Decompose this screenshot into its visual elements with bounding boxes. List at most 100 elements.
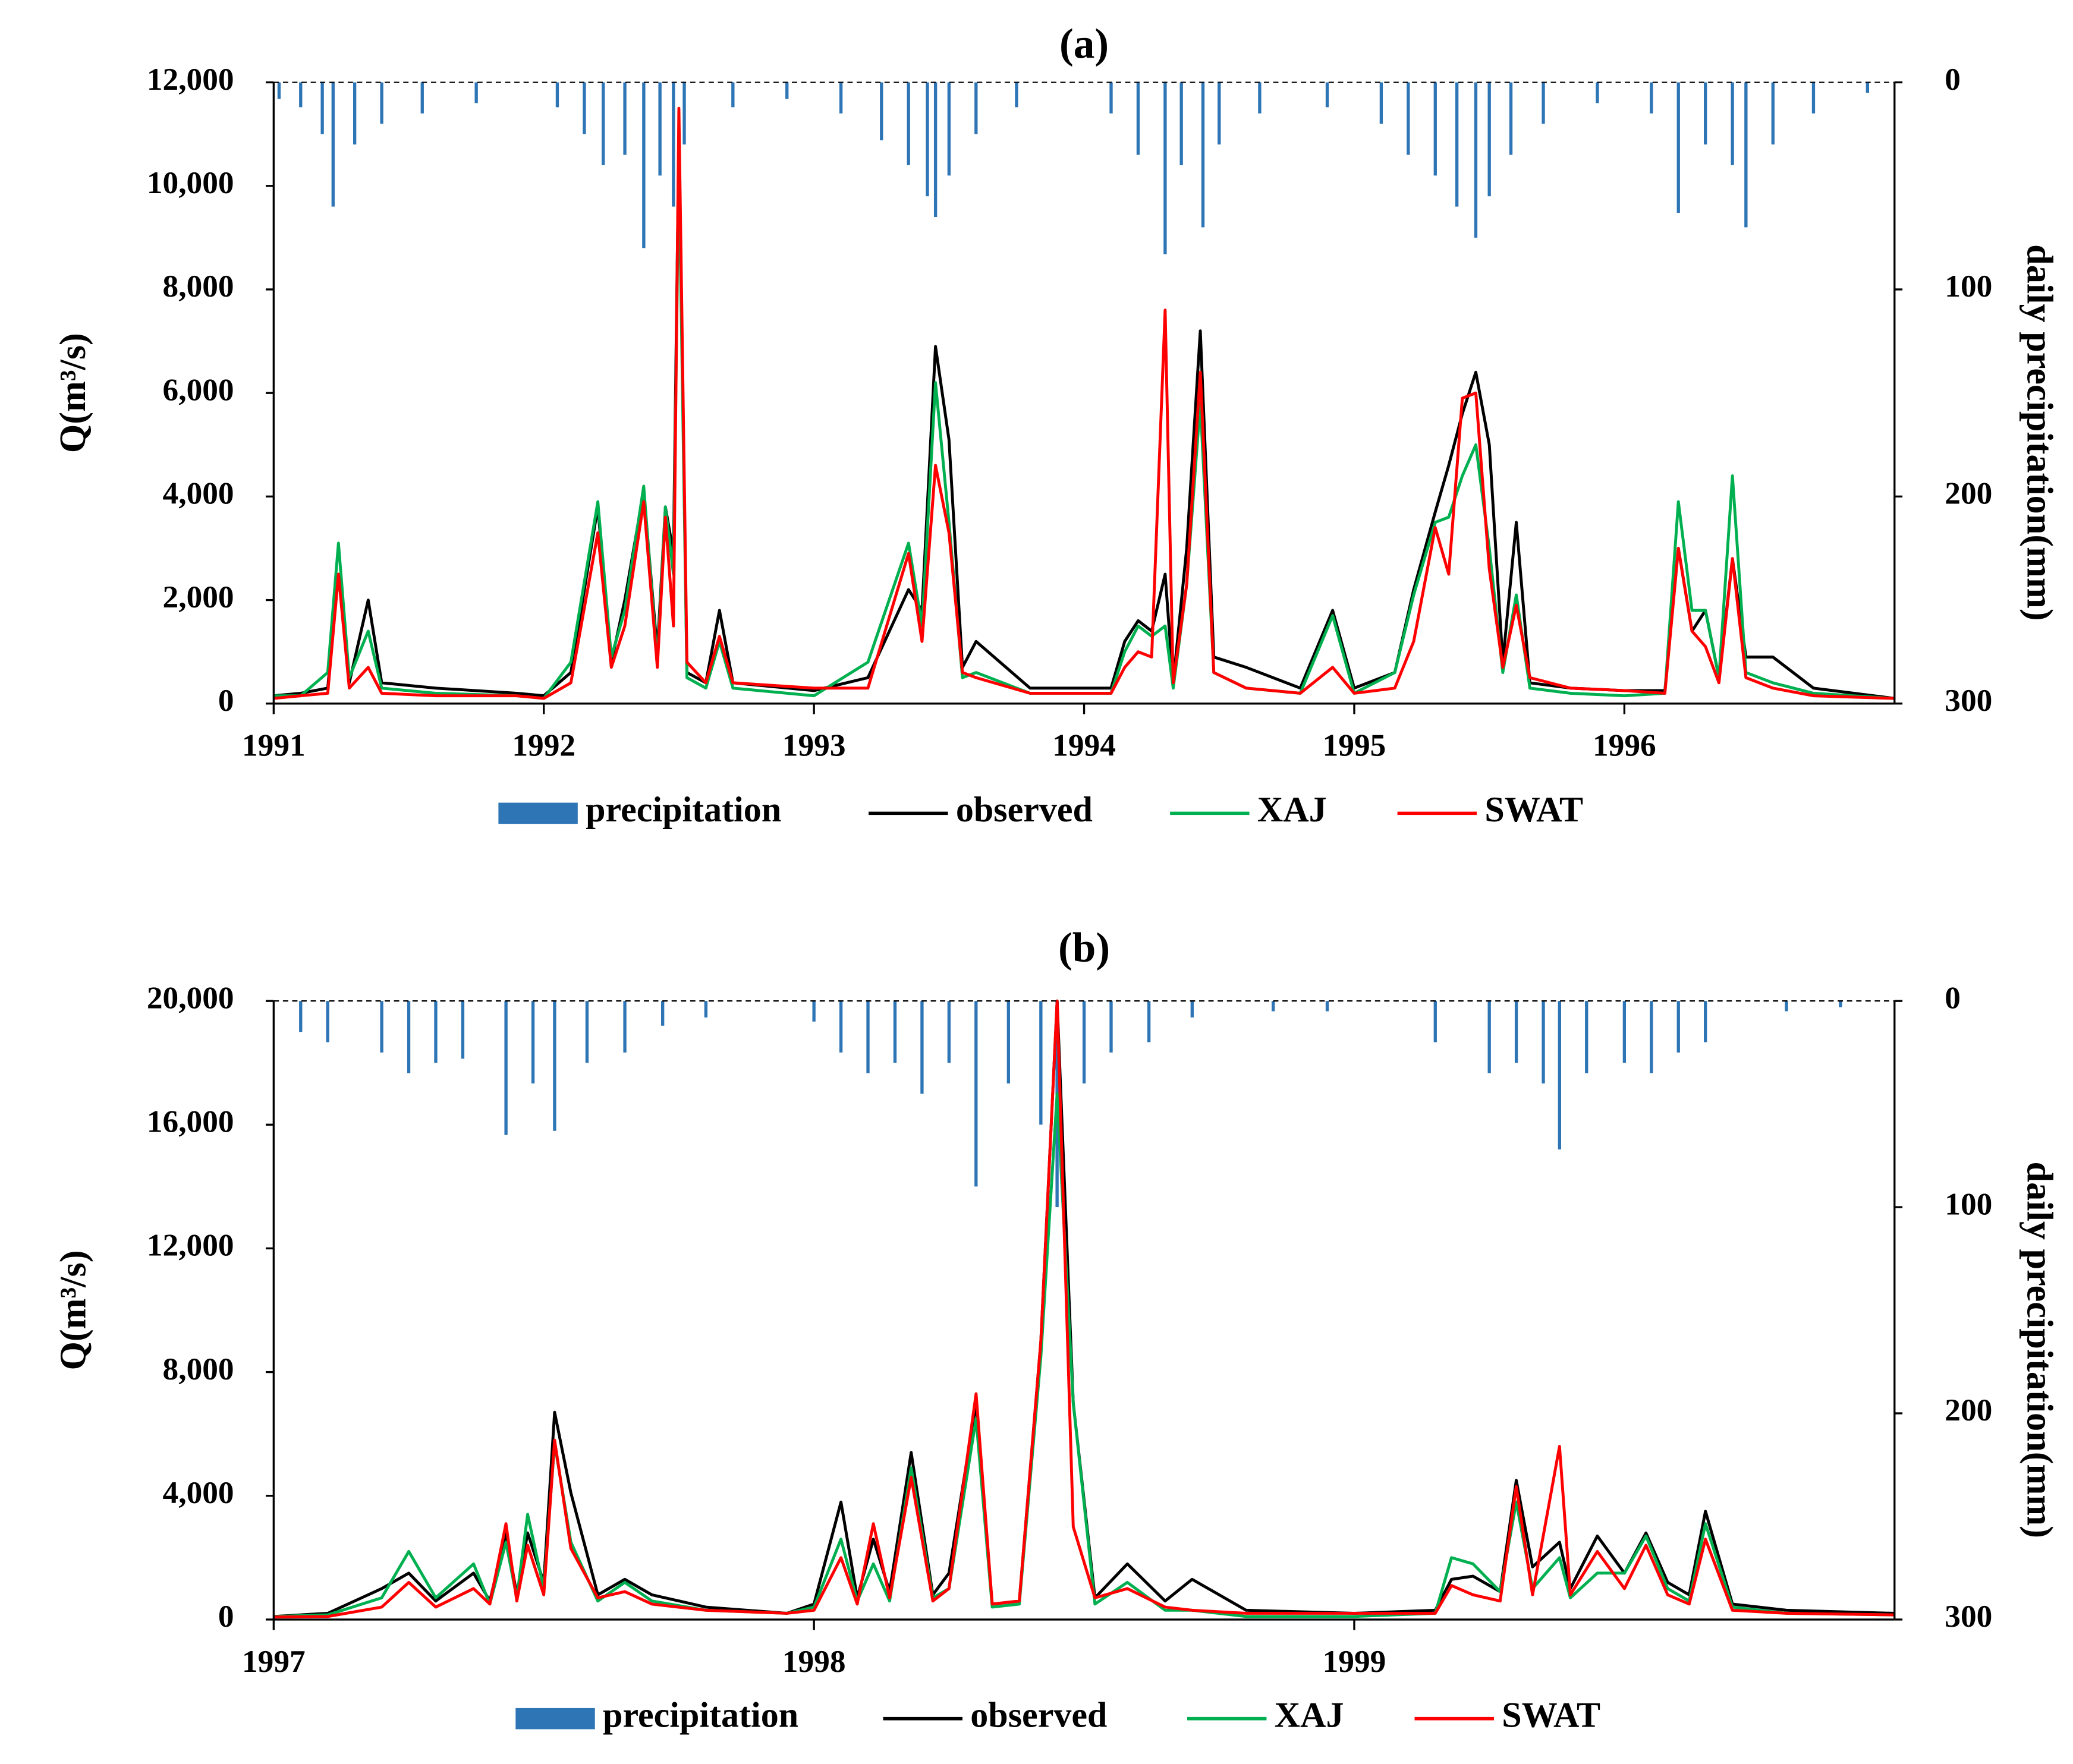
series-line [273,999,1895,1619]
precipitation-bar [642,82,646,248]
precipitation-bar [353,82,357,145]
precipitation-bar [658,82,662,176]
x-tick-label: 1993 [782,727,846,763]
y-tick-label: 0 [218,1598,234,1634]
precipitation-bar [1542,1001,1545,1083]
legend-label: SWAT [1484,789,1583,829]
precipitation-bar [1455,82,1459,207]
precipitation-bar [926,82,929,197]
precipitation-bar [1039,1001,1043,1125]
precipitation-bar [1650,82,1653,114]
x-tick-label: 1997 [242,1643,306,1679]
legend-label: observed [956,789,1093,829]
precipitation-bar [839,1001,843,1053]
y2-tick-label: 300 [1945,1598,1992,1634]
precipitation-bar [1325,1001,1329,1012]
precipitation-bar [1433,1001,1437,1042]
precipitation-bar [1771,82,1775,145]
y-tick-label: 8,000 [163,268,234,304]
precipitation-bar [1109,1001,1113,1053]
precipitation-bar [299,82,303,108]
legend-swatch [515,1708,595,1730]
precipitation-bar [1487,82,1491,197]
chart-title: (b) [1058,925,1110,971]
precipitation-bar [1163,82,1167,254]
precipitation-bar [893,1001,897,1063]
legend-label: XAJ [1275,1694,1344,1734]
chart-title: (a) [1059,21,1109,67]
precipitation-bar [731,82,735,108]
series-line [273,158,1895,700]
precipitation-bar [585,1001,589,1063]
precipitation-bar [420,82,424,114]
x-tick-label: 1991 [242,727,306,763]
precipitation-bar [1704,82,1707,145]
precipitation-bar [974,1001,978,1187]
y-axis-label: Q(m³/s) [53,333,93,453]
precipitation-bar [1509,82,1513,155]
y-tick-label: 8,000 [163,1351,234,1387]
precipitation-bar [299,1001,303,1032]
x-tick-label: 1994 [1052,727,1116,763]
legend-label: SWAT [1502,1694,1600,1734]
series-line [273,106,1895,700]
precipitation-bar [583,82,586,134]
precipitation-bar [1585,1001,1588,1073]
precipitation-bar [1811,82,1816,114]
precipitation-bar [839,82,843,114]
series-line [273,999,1895,1618]
precipitation-bar [1785,1001,1788,1012]
precipitation-bar [1676,82,1680,213]
precipitation-bar [1839,1001,1842,1007]
precipitation-bar [553,1001,556,1131]
precipitation-bar [555,82,559,108]
legend-label: precipitation [603,1694,798,1734]
precipitation-bar [1201,82,1205,228]
precipitation-bar [1542,82,1545,124]
precipitation-bar [682,82,686,145]
precipitation-bar [407,1001,411,1073]
precipitation-bar [623,1001,627,1053]
precipitation-bar [1407,82,1410,155]
precipitation-bar [812,1001,816,1022]
precipitation-bar [1006,1001,1010,1083]
precipitation-bar [331,82,335,207]
precipitation-bar [785,82,789,99]
precipitation-bar [1558,1001,1561,1149]
precipitation-bar [623,82,627,155]
precipitation-bar [1676,1001,1680,1053]
precipitation-bar [1136,82,1140,155]
precipitation-bar [1271,1001,1275,1012]
precipitation-bar [277,82,281,99]
precipitation-bar [1190,1001,1194,1018]
y2-tick-label: 200 [1945,475,1992,511]
y-tick-label: 4,000 [163,475,234,511]
x-tick-label: 1992 [512,727,575,763]
precipitation-bar [326,1001,329,1042]
precipitation-bar [880,82,883,141]
precipitation-bar [1650,1001,1653,1073]
precipitation-bar [474,82,478,103]
x-tick-label: 1996 [1593,727,1656,763]
precipitation-bar [1379,82,1383,124]
precipitation-bar [1514,1001,1518,1063]
precipitation-bar [380,82,383,124]
precipitation-bar [1474,82,1478,238]
precipitation-bar [1622,1001,1627,1063]
precipitation-bar [866,1001,870,1073]
y-axis-label: Q(m³/s) [53,1250,93,1371]
series-line [273,1092,1895,1618]
precipitation-bar [672,82,675,207]
legend-label: precipitation [586,789,781,829]
precipitation-bar [1704,1001,1707,1042]
y2-tick-label: 0 [1945,61,1961,97]
precipitation-bar [380,1001,383,1053]
legend-swatch [498,802,578,824]
y-tick-label: 2,000 [163,579,234,615]
precipitation-bar [933,82,938,218]
precipitation-bar [320,82,324,134]
precipitation-bar [661,1001,665,1026]
x-tick-label: 1998 [782,1643,846,1679]
